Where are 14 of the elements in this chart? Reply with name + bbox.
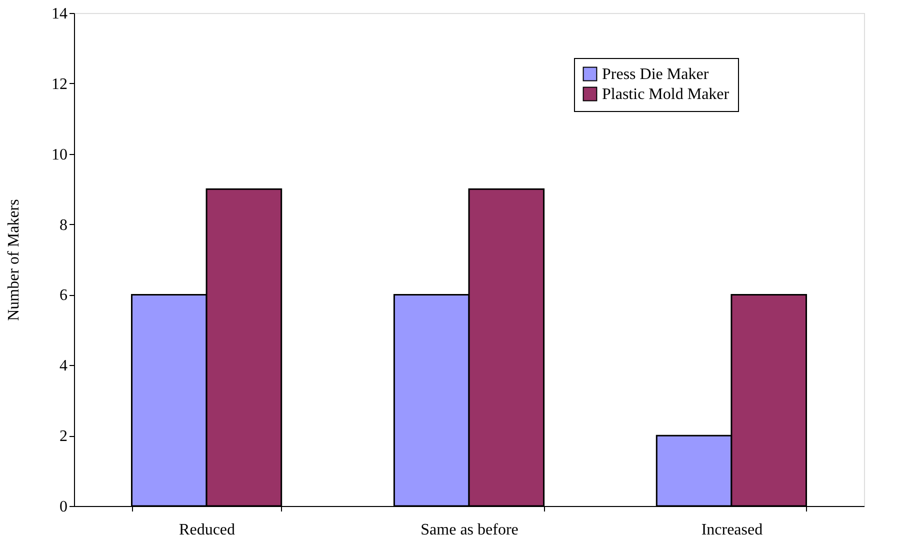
y-tick-label: 2 <box>60 428 68 446</box>
y-tick-label: 6 <box>60 287 68 304</box>
y-tick-label: 0 <box>60 498 68 516</box>
y-tick-label: 14 <box>52 6 68 22</box>
y-tick-label: 8 <box>60 216 68 234</box>
y-tick-label: 4 <box>60 358 68 375</box>
y-tick-label: 12 <box>52 76 68 93</box>
x-tick-label: Increased <box>701 522 763 538</box>
x-tick-label: Same as before <box>420 522 518 538</box>
legend-label: Plastic Mold Maker <box>602 86 730 103</box>
y-tick-label: 10 <box>52 146 68 164</box>
legend-label: Press Die Maker <box>602 66 710 83</box>
y-axis-title: Number of Makers <box>6 199 22 321</box>
x-tick-label: Reduced <box>179 522 236 538</box>
